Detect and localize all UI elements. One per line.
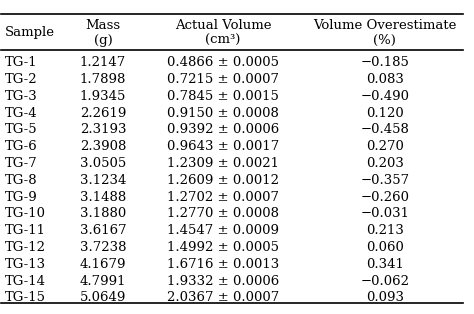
Text: 3.1880: 3.1880 — [80, 208, 126, 220]
Text: 2.2619: 2.2619 — [80, 107, 126, 120]
Text: 0.9643 ± 0.0017: 0.9643 ± 0.0017 — [167, 140, 279, 153]
Text: 2.3908: 2.3908 — [80, 140, 126, 153]
Text: TG-9: TG-9 — [5, 191, 38, 204]
Text: 1.9345: 1.9345 — [80, 90, 126, 103]
Text: 0.213: 0.213 — [366, 224, 404, 237]
Text: 1.7898: 1.7898 — [80, 73, 126, 86]
Text: 0.270: 0.270 — [366, 140, 404, 153]
Text: 0.120: 0.120 — [366, 107, 404, 120]
Text: 1.6716 ± 0.0013: 1.6716 ± 0.0013 — [167, 258, 279, 271]
Text: −0.490: −0.490 — [360, 90, 410, 103]
Text: TG-7: TG-7 — [5, 157, 38, 170]
Text: 0.9150 ± 0.0008: 0.9150 ± 0.0008 — [167, 107, 279, 120]
Text: 3.1234: 3.1234 — [80, 174, 126, 187]
Text: 1.4992 ± 0.0005: 1.4992 ± 0.0005 — [167, 241, 279, 254]
Text: −0.031: −0.031 — [360, 208, 410, 220]
Text: 1.4547 ± 0.0009: 1.4547 ± 0.0009 — [167, 224, 279, 237]
Text: 0.7215 ± 0.0007: 0.7215 ± 0.0007 — [167, 73, 279, 86]
Text: −0.458: −0.458 — [360, 123, 409, 136]
Text: Sample: Sample — [5, 26, 55, 39]
Text: TG-2: TG-2 — [5, 73, 38, 86]
Text: 0.060: 0.060 — [366, 241, 404, 254]
Text: 2.0367 ± 0.0007: 2.0367 ± 0.0007 — [167, 291, 279, 305]
Text: TG-4: TG-4 — [5, 107, 38, 120]
Text: TG-6: TG-6 — [5, 140, 38, 153]
Text: TG-15: TG-15 — [5, 291, 46, 305]
Text: −0.062: −0.062 — [360, 275, 410, 288]
Text: 3.7238: 3.7238 — [80, 241, 126, 254]
Text: 1.2609 ± 0.0012: 1.2609 ± 0.0012 — [167, 174, 279, 187]
Text: 0.341: 0.341 — [366, 258, 404, 271]
Text: 0.7845 ± 0.0015: 0.7845 ± 0.0015 — [167, 90, 279, 103]
Text: TG-12: TG-12 — [5, 241, 46, 254]
Text: TG-3: TG-3 — [5, 90, 38, 103]
Text: 1.2147: 1.2147 — [80, 56, 126, 69]
Text: Actual Volume
(cm³): Actual Volume (cm³) — [175, 19, 272, 46]
Text: 3.1488: 3.1488 — [80, 191, 126, 204]
Text: 0.093: 0.093 — [366, 291, 404, 305]
Text: 0.9392 ± 0.0006: 0.9392 ± 0.0006 — [167, 123, 279, 136]
Text: 1.2770 ± 0.0008: 1.2770 ± 0.0008 — [167, 208, 279, 220]
Text: 3.0505: 3.0505 — [80, 157, 126, 170]
Text: −0.185: −0.185 — [360, 56, 409, 69]
Text: 5.0649: 5.0649 — [80, 291, 126, 305]
Text: 1.2702 ± 0.0007: 1.2702 ± 0.0007 — [167, 191, 279, 204]
Text: 0.083: 0.083 — [366, 73, 404, 86]
Text: 3.6167: 3.6167 — [80, 224, 127, 237]
Text: 1.2309 ± 0.0021: 1.2309 ± 0.0021 — [167, 157, 279, 170]
Text: Volume Overestimate
(%): Volume Overestimate (%) — [313, 19, 456, 46]
Text: 0.203: 0.203 — [366, 157, 404, 170]
Text: TG-14: TG-14 — [5, 275, 46, 288]
Text: 2.3193: 2.3193 — [80, 123, 126, 136]
Text: 1.9332 ± 0.0006: 1.9332 ± 0.0006 — [167, 275, 279, 288]
Text: 4.1679: 4.1679 — [80, 258, 126, 271]
Text: 4.7991: 4.7991 — [80, 275, 126, 288]
Text: TG-13: TG-13 — [5, 258, 46, 271]
Text: −0.357: −0.357 — [360, 174, 410, 187]
Text: TG-10: TG-10 — [5, 208, 46, 220]
Text: Mass
(g): Mass (g) — [85, 19, 120, 46]
Text: TG-11: TG-11 — [5, 224, 46, 237]
Text: TG-5: TG-5 — [5, 123, 38, 136]
Text: −0.260: −0.260 — [360, 191, 410, 204]
Text: TG-8: TG-8 — [5, 174, 38, 187]
Text: 0.4866 ± 0.0005: 0.4866 ± 0.0005 — [167, 56, 279, 69]
Text: TG-1: TG-1 — [5, 56, 38, 69]
